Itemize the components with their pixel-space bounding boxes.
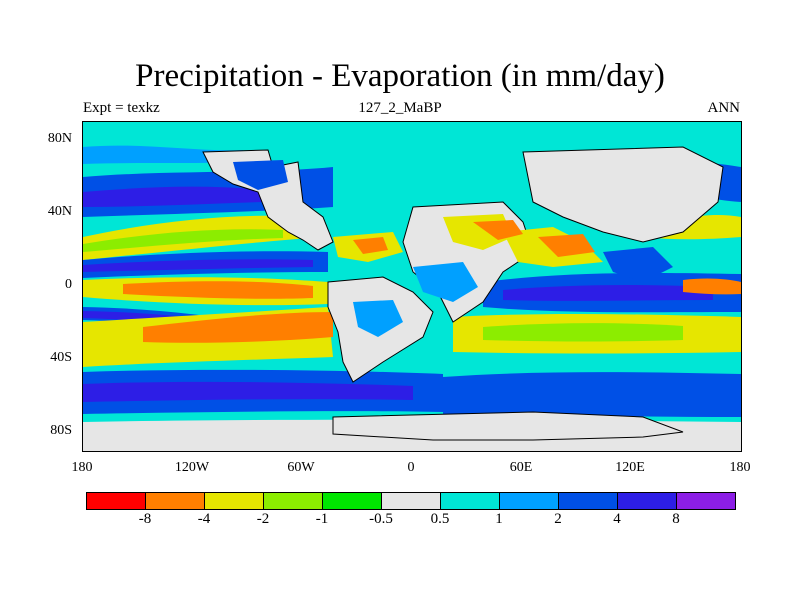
colorbar-label: 2 [554, 511, 562, 527]
field-region [123, 281, 313, 299]
colorbar-box [441, 493, 500, 509]
colorbar-box [146, 493, 205, 509]
field-region [83, 381, 413, 402]
lon-tick-label: 60E [509, 460, 533, 475]
field-region [683, 278, 741, 295]
colorbar-box [382, 493, 441, 509]
colorbar-box [677, 493, 735, 509]
colorbar [86, 492, 736, 510]
lat-tick-label: 40N [47, 204, 72, 219]
lon-tick-label: 180 [729, 460, 751, 475]
field-region [83, 145, 243, 164]
season-label: ANN [707, 100, 741, 116]
colorbar-box [500, 493, 559, 509]
colorbar-label: -0.5 [369, 511, 393, 527]
field-region [413, 262, 478, 302]
colorbar-label: -8 [138, 511, 152, 527]
lon-tick-label: 180 [71, 460, 93, 475]
field-region [353, 300, 403, 337]
field-region [83, 259, 313, 272]
map-panel [82, 121, 742, 452]
lat-tick-label: 80S [50, 423, 72, 438]
colorbar-label: -1 [315, 511, 329, 527]
field-region [83, 229, 283, 252]
lon-tick-label: 60W [287, 460, 315, 475]
field-region [483, 323, 683, 342]
field-region [443, 372, 741, 417]
colorbar-box [323, 493, 382, 509]
colorbar-box [264, 493, 323, 509]
landmass-eurasia [522, 146, 724, 243]
colorbar-box [618, 493, 677, 509]
field-region [538, 234, 595, 257]
field-region [353, 237, 388, 254]
colorbar-label: 8 [672, 511, 680, 527]
lat-tick-label: 0 [65, 277, 72, 292]
lon-tick-label: 120W [174, 460, 210, 475]
experiment-label: Expt = texkz [83, 100, 160, 116]
field-region [473, 220, 523, 240]
colorbar-label: -4 [197, 511, 211, 527]
colorbar-label: 4 [613, 511, 621, 527]
field-region [143, 312, 333, 343]
colorbar-label: 1 [495, 511, 503, 527]
colorbar-label: 0.5 [430, 511, 450, 527]
landmass-antarctica [332, 411, 684, 441]
precip-minus-evap-field [83, 122, 741, 451]
colorbar-box [559, 493, 618, 509]
lon-tick-label: 0 [407, 460, 415, 475]
field-region [503, 285, 713, 301]
field-region [603, 247, 673, 282]
colorbar-label: -2 [256, 511, 270, 527]
time-label: 127_2_MaBP [358, 100, 442, 116]
lon-tick-label: 120E [615, 460, 645, 475]
lat-tick-label: 80N [47, 131, 72, 146]
chart-title: Precipitation - Evaporation (in mm/day) [135, 58, 665, 94]
colorbar-box [205, 493, 264, 509]
colorbar-box [87, 493, 146, 509]
field-region [233, 160, 288, 190]
lat-tick-label: 40S [50, 350, 72, 365]
field-region [83, 186, 263, 207]
